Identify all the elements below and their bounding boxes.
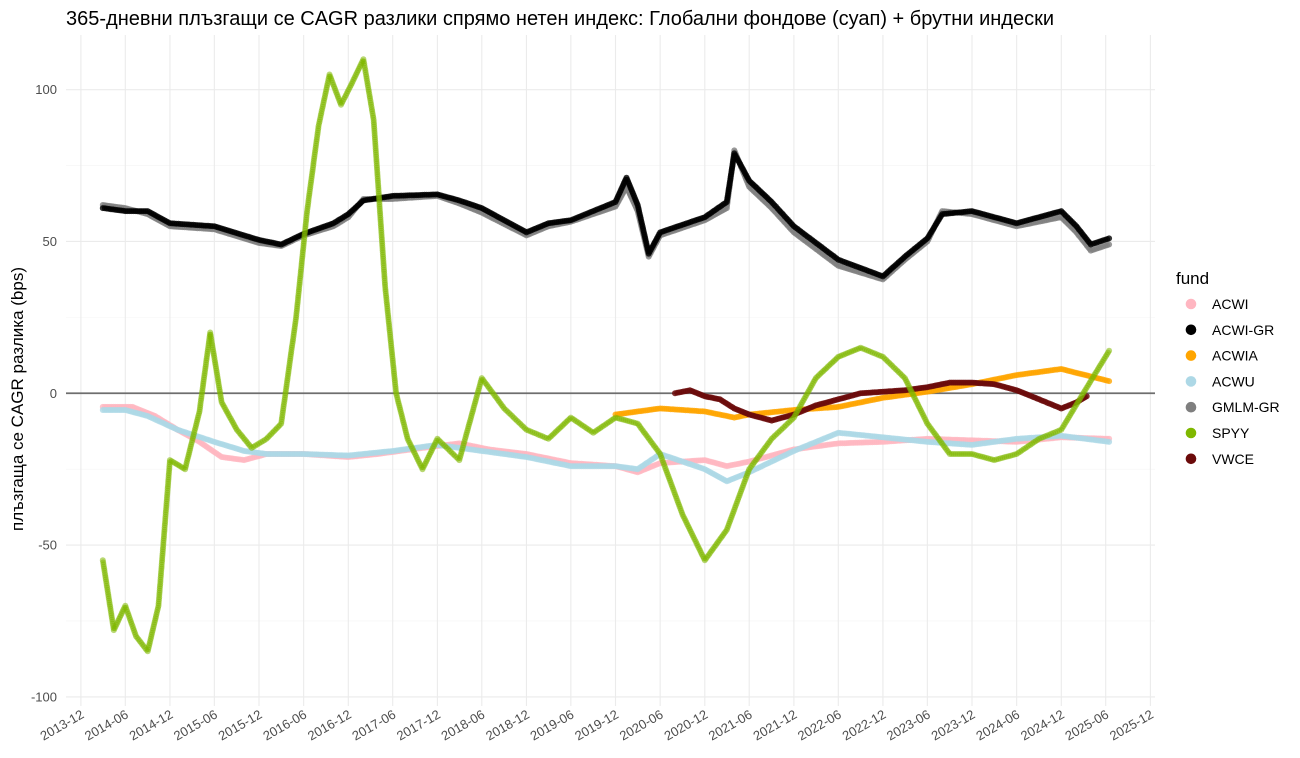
x-tick-label: 2015-12 [216, 707, 265, 744]
x-tick-label: 2024-06 [973, 707, 1022, 744]
legend: fund ACWI ACWI-GR ACWIA ACWU GMLM-GR SPYY VWCE [1176, 269, 1280, 467]
legend-key-gmlm-gr [1185, 401, 1197, 413]
x-tick-label: 2021-12 [751, 707, 800, 744]
y-tick-label: 0 [50, 386, 57, 401]
y-axis-title: плъзгаща се CAGR разлика (bps) [8, 267, 27, 531]
x-tick-label: 2023-06 [884, 707, 933, 744]
data-point [1106, 378, 1113, 385]
data-point [1106, 241, 1113, 248]
x-tick-label: 2018-06 [438, 707, 487, 744]
x-tick-label: 2020-06 [617, 707, 666, 744]
legend-key-spyy [1185, 427, 1197, 439]
x-tick-label: 2019-06 [528, 707, 577, 744]
series-acwi-gr [99, 150, 1113, 280]
legend-key-acwi [1185, 298, 1197, 310]
x-tick-label: 2025-12 [1107, 707, 1156, 744]
x-tick-label: 2024-12 [1018, 707, 1067, 744]
x-tick-label: 2020-12 [661, 707, 710, 744]
x-tick-label: 2014-12 [127, 707, 176, 744]
legend-title: fund [1176, 269, 1209, 288]
x-tick-label: 2016-12 [305, 707, 354, 744]
x-tick-label: 2017-12 [394, 707, 443, 744]
chart-title: 365-дневни плъзгащи се CAGR разлики спря… [66, 8, 1054, 30]
legend-label-acwi: ACWI [1212, 296, 1249, 312]
x-tick-label: 2022-06 [795, 707, 844, 744]
y-tick-label: 100 [35, 82, 57, 97]
y-tick-label: -50 [38, 538, 57, 553]
legend-key-vwce [1185, 453, 1197, 465]
series-spyy [99, 56, 1113, 655]
data-point [1106, 438, 1113, 445]
x-tick-label: 2022-12 [840, 707, 889, 744]
data-point [1106, 235, 1113, 242]
x-tick-label: 2017-06 [349, 707, 398, 744]
y-axis: -100 -50 0 50 100 [31, 82, 57, 704]
y-tick-label: 50 [43, 234, 57, 249]
x-tick-label: 2025-06 [1062, 707, 1111, 744]
legend-label-acwi-gr: ACWI-GR [1212, 322, 1274, 338]
legend-label-gmlm-gr: GMLM-GR [1212, 399, 1280, 415]
legend-label-spyy: SPYY [1212, 425, 1250, 441]
x-tick-label: 2018-12 [483, 707, 532, 744]
x-tick-label: 2016-06 [260, 707, 309, 744]
x-tick-label: 2021-06 [706, 707, 755, 744]
legend-key-acwu [1185, 376, 1197, 387]
legend-label-acwu: ACWU [1212, 373, 1255, 389]
legend-label-acwia: ACWIA [1212, 348, 1259, 364]
grid [66, 35, 1155, 706]
x-tick-label: 2023-12 [929, 707, 978, 744]
x-axis: 2013-122014-062014-122015-062015-122016-… [38, 707, 1156, 744]
x-tick-label: 2015-06 [171, 707, 220, 744]
x-tick-label: 2014-06 [82, 707, 131, 744]
legend-key-acwi-gr [1185, 324, 1197, 336]
x-tick-label: 2019-12 [572, 707, 621, 744]
data-points [99, 56, 1113, 655]
y-tick-label: -100 [31, 689, 57, 704]
legend-label-vwce: VWCE [1212, 451, 1254, 467]
data-point [1106, 347, 1113, 354]
x-tick-label: 2013-12 [38, 707, 87, 744]
legend-key-acwia [1185, 350, 1197, 361]
